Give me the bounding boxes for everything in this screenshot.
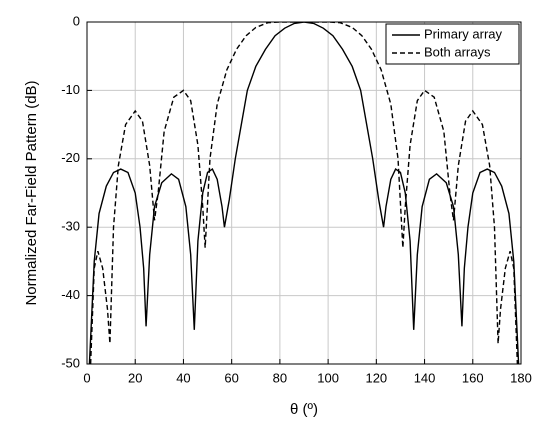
y-axis-label: Normalized Far-Field Pattern (dB) bbox=[23, 80, 40, 305]
x-axis-label: θ (º) bbox=[290, 401, 318, 418]
y-tick-label: -30 bbox=[61, 219, 80, 234]
x-tick-label: 180 bbox=[510, 370, 532, 385]
x-tick-label: 0 bbox=[83, 370, 90, 385]
series-line bbox=[89, 22, 519, 364]
y-tick-label: -40 bbox=[61, 287, 80, 302]
series-line bbox=[88, 22, 520, 364]
legend-box bbox=[385, 23, 520, 65]
x-tick-label: 20 bbox=[128, 370, 142, 385]
y-tick-label: -20 bbox=[61, 150, 80, 165]
legend-label: Primary array bbox=[424, 26, 503, 41]
x-tick-label: 40 bbox=[176, 370, 190, 385]
x-tick-label: 120 bbox=[365, 370, 387, 385]
x-tick-label: 140 bbox=[414, 370, 436, 385]
plot-area bbox=[88, 22, 520, 364]
y-tick-label: 0 bbox=[73, 13, 80, 28]
x-tick-label: 160 bbox=[462, 370, 484, 385]
x-tick-label: 60 bbox=[224, 370, 238, 385]
y-tick-label: -50 bbox=[61, 355, 80, 370]
x-tick-label: 100 bbox=[317, 370, 339, 385]
legend-label: Both arrays bbox=[424, 44, 491, 59]
y-tick-label: -10 bbox=[61, 82, 80, 97]
x-tick-label: 80 bbox=[273, 370, 287, 385]
